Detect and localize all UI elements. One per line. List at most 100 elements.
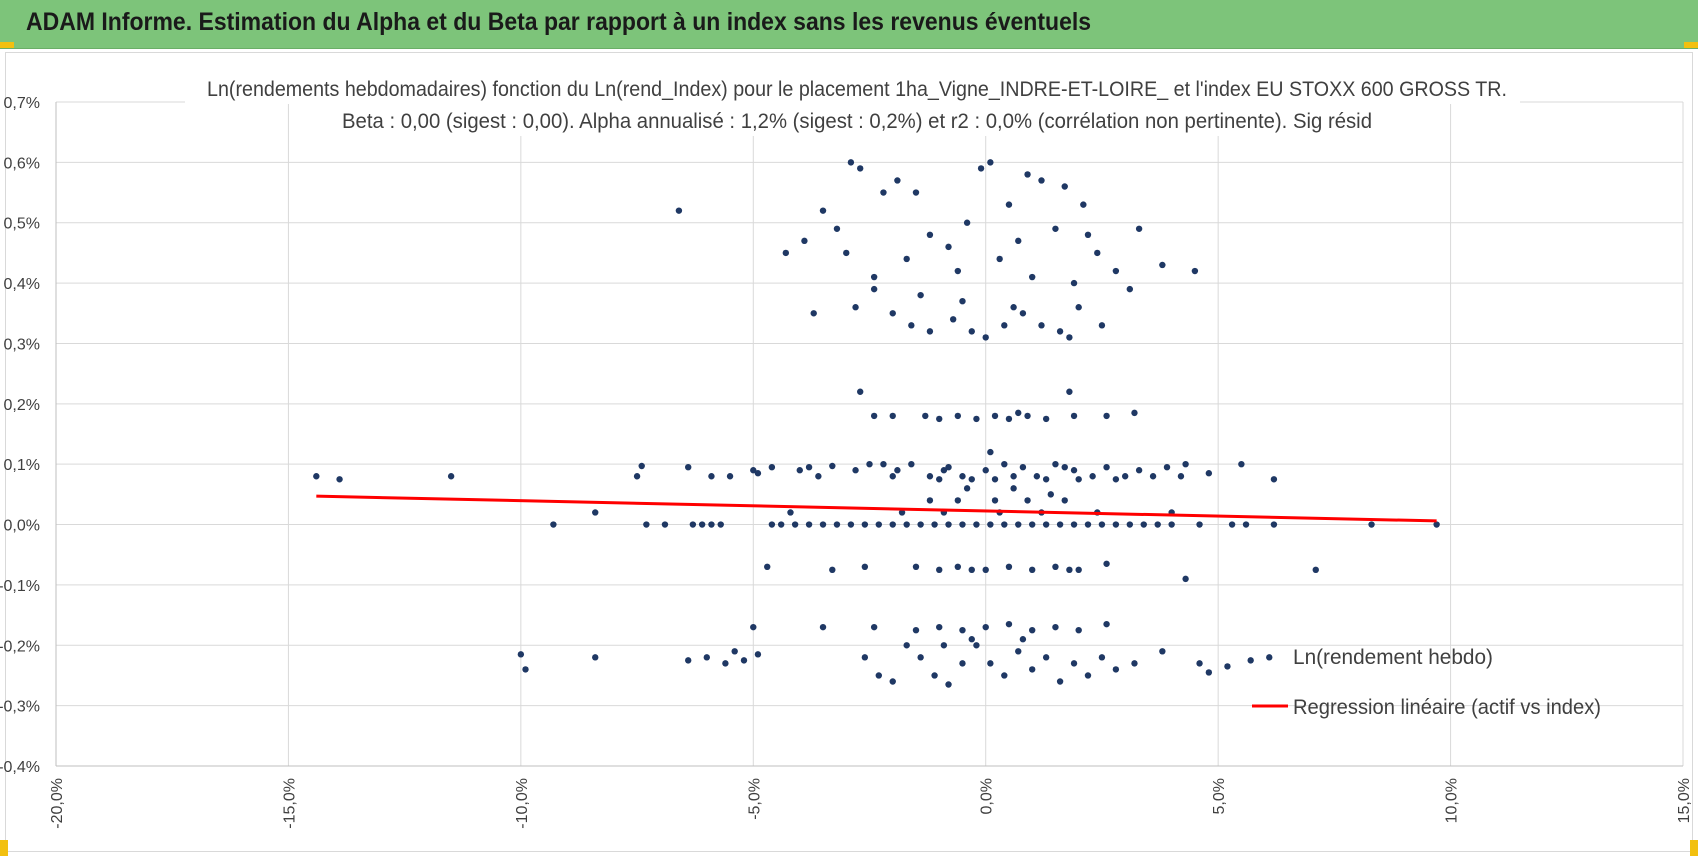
data-point (782, 249, 790, 257)
data-point (722, 660, 729, 667)
data-point (1084, 231, 1092, 238)
data-point (1010, 304, 1017, 311)
data-point (894, 177, 901, 184)
chart-title-line-1: Ln(rendements hebdomadaires) fonction du… (207, 78, 1507, 101)
y-tick-label: 0,2% (4, 397, 40, 414)
data-point (968, 476, 975, 483)
data-point (959, 298, 966, 305)
accent-corner-left (0, 42, 14, 48)
data-point (977, 165, 985, 172)
regression-layer (316, 494, 1437, 523)
data-point (703, 654, 710, 661)
data-point (592, 654, 599, 661)
data-point (1015, 237, 1022, 245)
data-point (1042, 654, 1050, 661)
x-tick-label: 5,0% (1211, 778, 1228, 814)
data-point (1154, 521, 1161, 528)
data-point (861, 563, 869, 570)
y-tick-label: 0,5% (4, 216, 40, 233)
data-point (1196, 521, 1203, 528)
x-tick-label: -20,0% (49, 778, 66, 829)
data-point (954, 563, 962, 570)
data-point (777, 521, 785, 528)
data-point (1075, 304, 1082, 311)
data-point (1052, 460, 1059, 468)
data-point (917, 654, 924, 661)
data-point (1061, 497, 1068, 504)
y-tick-label: 0,3% (4, 336, 40, 353)
data-point (912, 626, 920, 634)
data-point (1126, 285, 1134, 293)
data-point (1047, 491, 1054, 498)
data-point (1024, 171, 1031, 178)
data-point (1112, 476, 1120, 483)
data-point (936, 476, 943, 483)
data-point (1205, 470, 1213, 477)
data-point (685, 464, 692, 471)
data-point (829, 566, 836, 574)
data-point (1015, 648, 1022, 655)
data-point (1103, 412, 1110, 420)
data-point (852, 304, 859, 311)
axes (55, 102, 1683, 767)
data-point (1070, 412, 1078, 420)
legend-label-points: Ln(rendement hebdo) (1293, 646, 1493, 669)
data-point (968, 636, 975, 643)
data-point (889, 473, 896, 480)
data-point (1001, 460, 1008, 468)
data-point (796, 467, 803, 474)
data-point (1070, 521, 1078, 528)
data-point (1238, 460, 1245, 468)
data-point (1205, 669, 1213, 676)
data-point (1029, 626, 1036, 634)
data-point (1001, 322, 1008, 329)
data-point (1042, 521, 1050, 528)
data-point (945, 464, 952, 471)
data-point (949, 316, 957, 323)
data-point (1001, 672, 1008, 679)
data-point (1112, 521, 1120, 528)
data-point (936, 623, 943, 631)
y-tick-label: 0,7% (4, 95, 40, 112)
data-point (963, 219, 971, 226)
data-point (959, 626, 966, 634)
data-point (880, 189, 887, 196)
data-point (1042, 415, 1050, 423)
data-point (1103, 464, 1110, 471)
data-point (1228, 521, 1236, 528)
data-point (1168, 521, 1175, 528)
data-point (689, 521, 697, 528)
data-point (852, 467, 859, 474)
data-point (1005, 563, 1013, 570)
data-point (1070, 279, 1078, 287)
data-point (1056, 328, 1064, 335)
data-point (550, 521, 557, 528)
data-point (857, 165, 864, 172)
y-tick-label: 0,1% (4, 457, 40, 474)
data-point (1121, 473, 1129, 480)
chart-frame (5, 52, 1693, 852)
data-point (633, 473, 641, 480)
data-point (708, 473, 715, 480)
data-point (1084, 521, 1092, 528)
data-point (1052, 563, 1059, 570)
data-point (1196, 660, 1203, 667)
data-point (861, 654, 869, 661)
data-point (1056, 521, 1064, 528)
data-point (982, 623, 989, 631)
data-point (870, 285, 878, 293)
x-tick-label: 10,0% (1444, 778, 1461, 823)
data-point (754, 470, 762, 477)
data-point (870, 273, 878, 281)
data-point (1177, 473, 1185, 480)
data-point (1182, 460, 1189, 468)
data-point (843, 249, 850, 257)
data-point (522, 666, 529, 673)
data-point (517, 651, 525, 658)
data-point (1098, 322, 1106, 329)
data-point (1015, 409, 1022, 417)
data-point (1042, 476, 1050, 483)
data-point (1182, 575, 1189, 583)
data-point (982, 334, 989, 341)
data-point (940, 642, 948, 649)
